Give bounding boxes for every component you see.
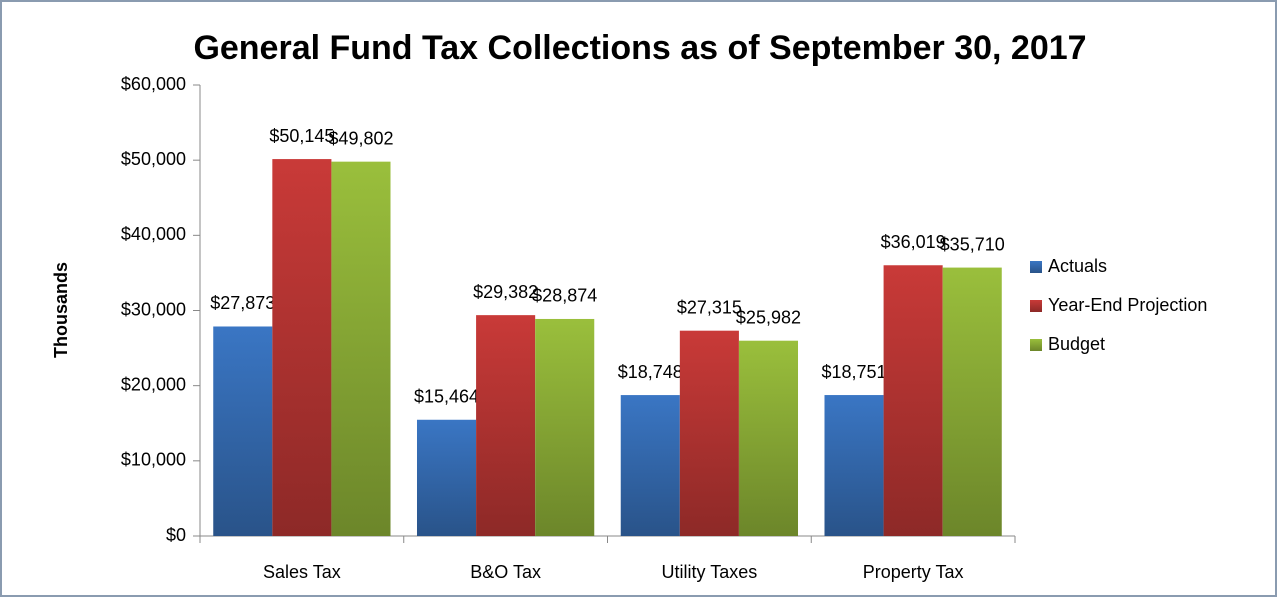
y-tick-label: $20,000 xyxy=(121,374,186,394)
value-label: $18,748 xyxy=(618,362,683,382)
bar xyxy=(620,395,680,536)
legend-swatch xyxy=(1030,300,1042,312)
bar xyxy=(942,267,1002,536)
legend-label: Year-End Projection xyxy=(1048,295,1207,315)
bar xyxy=(824,395,884,536)
value-label: $29,382 xyxy=(473,282,538,302)
value-label: $35,710 xyxy=(940,234,1005,254)
legend-swatch xyxy=(1030,339,1042,351)
chart-title: General Fund Tax Collections as of Septe… xyxy=(193,29,1086,67)
y-tick-label: $30,000 xyxy=(121,299,186,319)
bar xyxy=(331,161,391,536)
value-label: $15,464 xyxy=(414,387,479,407)
y-tick-label: $0 xyxy=(166,525,186,545)
legend-swatch xyxy=(1030,261,1042,273)
y-tick-label: $40,000 xyxy=(121,224,186,244)
bar xyxy=(738,340,799,536)
y-tick-label: $10,000 xyxy=(121,450,186,470)
value-label: $27,873 xyxy=(210,293,275,313)
value-label: $25,982 xyxy=(736,307,801,327)
bar xyxy=(883,265,943,536)
y-axis-title: Thousands xyxy=(51,262,71,358)
y-tick-label: $50,000 xyxy=(121,149,186,169)
value-label: $18,751 xyxy=(821,362,886,382)
x-tick-label: Utility Taxes xyxy=(662,562,758,582)
bar xyxy=(679,330,739,536)
legend-label: Actuals xyxy=(1048,256,1107,276)
x-tick-label: Property Tax xyxy=(863,562,964,582)
bar xyxy=(416,419,477,536)
value-label: $28,874 xyxy=(532,286,597,306)
bar xyxy=(535,318,595,536)
value-label: $49,802 xyxy=(328,128,393,148)
x-tick-label: Sales Tax xyxy=(263,562,341,582)
bar xyxy=(476,315,536,536)
legend-label: Budget xyxy=(1048,334,1105,354)
value-label: $27,315 xyxy=(677,297,742,317)
bar xyxy=(213,326,273,536)
y-tick-label: $60,000 xyxy=(121,74,186,94)
x-tick-label: B&O Tax xyxy=(470,562,541,582)
value-label: $50,145 xyxy=(269,126,334,146)
bar xyxy=(272,159,332,536)
value-label: $36,019 xyxy=(881,232,946,252)
